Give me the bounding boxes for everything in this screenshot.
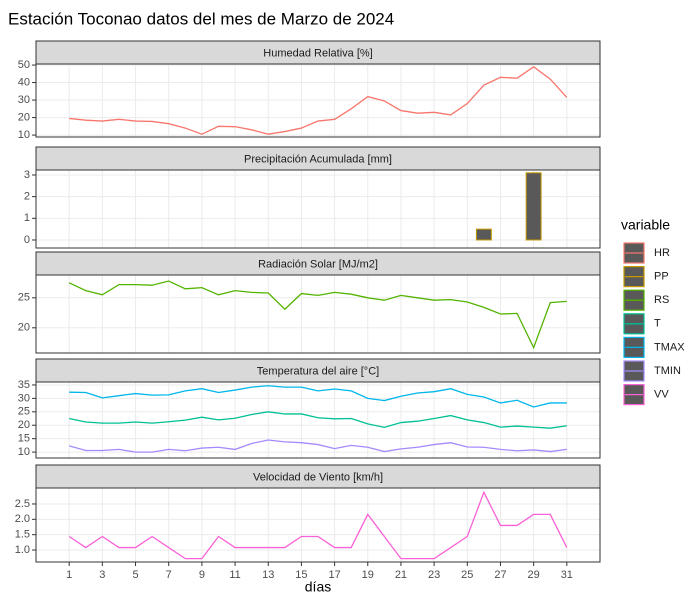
y-tick-label: 2 [24,191,30,203]
y-tick-label: 0 [24,234,30,246]
y-tick-label: 2.0 [15,513,30,525]
legend-label: TMAX [654,341,685,353]
panel-title: Temperatura del aire [°C] [257,365,379,377]
line [68,280,567,350]
y-tick-label: 3 [24,169,30,181]
x-tick-label: 25 [461,569,473,581]
x-tick-label: 3 [99,569,105,581]
panel-border [35,274,601,354]
line [69,439,567,453]
y-tick-label: 25 [18,406,30,418]
y-tick-label: 20 [18,111,30,123]
x-tick-label: 11 [229,569,240,581]
bar [475,228,492,241]
line [69,411,567,429]
panel-border [35,63,601,138]
x-tick-label: 23 [428,569,440,581]
x-tick-label: 7 [166,569,172,581]
legend-label: TMIN [654,365,681,377]
x-axis-label: días [305,579,331,595]
y-tick-label: 1.0 [15,544,30,556]
legend-label: RS [654,294,669,306]
x-tick-label: 19 [362,569,374,581]
panel-title: Precipitación Acumulada [mm] [244,153,392,165]
x-tick-label: 15 [295,569,307,581]
y-tick-label: 30 [18,392,30,404]
chart-title: Estación Toconao datos del mes de Marzo … [8,9,394,28]
x-tick-label: 31 [561,569,573,581]
y-tick-label: 1 [24,212,30,224]
panel-border [35,169,601,249]
panel-title: Humedad Relativa [%] [263,47,372,59]
panel-title: Velocidad de Viento [km/h] [253,471,383,483]
x-tick-label: 1 [66,569,72,581]
y-tick-label: 35 [18,379,30,391]
legend-label: T [654,318,661,330]
legend-label: HR [654,247,670,259]
y-tick-label: 50 [18,59,30,71]
y-tick-label: 10 [18,446,30,458]
x-tick-label: 27 [494,569,506,581]
x-tick-label: 17 [328,569,340,581]
x-tick-label: 9 [199,569,205,581]
line [68,490,568,560]
y-tick-label: 30 [18,94,30,106]
x-tick-label: 29 [528,569,540,581]
panel-border [35,487,601,563]
panel [36,382,600,458]
y-tick-label: 10 [18,129,30,141]
y-tick-label: 15 [18,433,30,445]
x-tick-label: 5 [132,569,138,581]
panel [36,170,600,248]
bar [525,172,542,241]
x-tick-label: 21 [395,569,407,581]
legend-title: variable [621,217,670,233]
line [69,66,568,135]
y-tick-label: 1.5 [15,529,30,541]
line [69,385,567,408]
y-tick-label: 2.5 [15,498,30,510]
x-tick-label: 13 [262,569,274,581]
y-tick-label: 20 [18,419,30,431]
y-tick-label: 20 [18,322,30,334]
y-tick-label: 40 [18,76,30,88]
panel-title: Radiación Solar [MJ/m2] [258,258,378,270]
legend-label: PP [654,271,669,283]
legend-label: VV [654,389,669,401]
panel-border [35,381,601,459]
y-tick-label: 25 [18,292,30,304]
